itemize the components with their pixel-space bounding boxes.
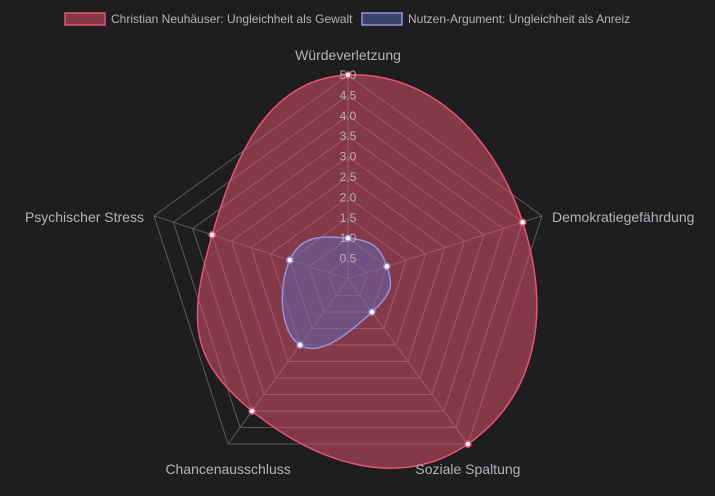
data-point [208,231,216,239]
tick-label: 2.5 [340,170,357,184]
data-point [286,256,294,264]
data-point [344,234,352,242]
legend-label: Nutzen-Argument: Ungleichheit als Anreiz [408,12,630,26]
data-point [248,407,256,415]
tick-label: 2.0 [340,190,357,204]
data-point [464,440,472,448]
tick-label: 3.0 [340,150,357,164]
axis-label: Chancenausschluss [165,461,290,477]
axis-label: Würdeverletzung [295,47,401,63]
axis-label: Psychischer Stress [25,209,144,225]
tick-label: 1.5 [340,211,357,225]
tick-label: 3.5 [340,129,357,143]
axis-label: Demokratiegefährdung [552,209,694,225]
legend-label: Christian Neuhäuser: Ungleichheit als Ge… [111,12,353,26]
data-point [344,71,352,79]
tick-label: 0.5 [340,252,357,266]
tick-label: 4.5 [340,88,357,102]
axis-label: Soziale Spaltung [415,461,520,477]
legend-swatch [361,12,403,26]
data-point [518,218,527,227]
data-point [368,308,376,316]
data-point [383,262,391,271]
legend-swatch [64,12,106,26]
series-area [196,74,538,469]
data-point [296,341,304,349]
tick-label: 4.0 [340,109,357,123]
